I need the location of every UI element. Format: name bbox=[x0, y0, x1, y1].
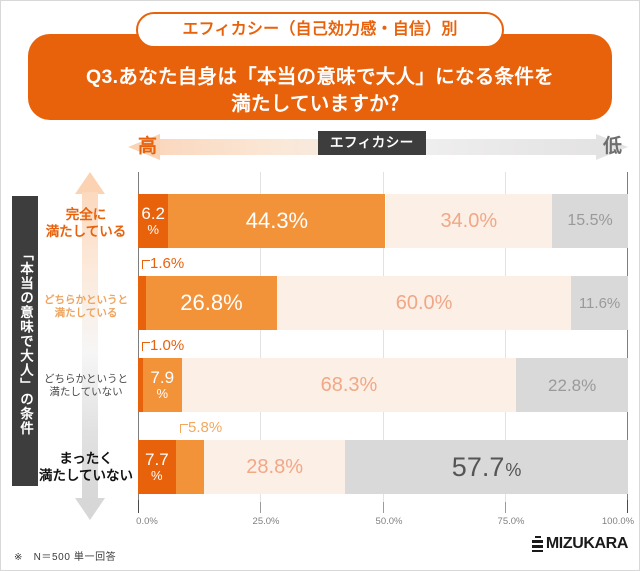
bar-value-1: 6.2 % bbox=[141, 204, 166, 238]
bar-segment-4[interactable]: 11.6% bbox=[571, 276, 628, 330]
gridline-100 bbox=[627, 172, 629, 510]
callout-row2: 1.6% bbox=[142, 255, 185, 272]
bar-value-3: 60.0% bbox=[395, 292, 453, 314]
bar-segment-4[interactable]: 15.5% bbox=[552, 194, 628, 248]
bar-value-2: 44.3% bbox=[245, 208, 309, 233]
table-row[interactable]: 26.8% 60.0% 11.6% bbox=[138, 276, 628, 330]
callout-row2-label: 1.6% bbox=[150, 255, 185, 272]
legend-gradient-strip: 高 低 エフィカシー bbox=[128, 130, 628, 164]
legend-low-label: 低 bbox=[602, 136, 622, 157]
table-row[interactable]: 6.2 % 44.3% 34.0% 15.5% bbox=[138, 194, 628, 248]
bar-value-4: 15.5% bbox=[567, 212, 613, 229]
table-row[interactable]: 7.9 % 68.3% 22.8% bbox=[138, 358, 628, 412]
xaxis-label-50: 50.0% bbox=[375, 516, 403, 527]
bar-segment-1[interactable] bbox=[138, 358, 143, 412]
bar-value-3: 34.0% bbox=[440, 210, 498, 232]
gridline-50 bbox=[383, 172, 384, 510]
header-subtitle-label: エフィカシー（自己効力感・自信）別 bbox=[182, 21, 458, 38]
callout-leader-icon bbox=[142, 260, 150, 269]
bar-value-4: 22.8% bbox=[548, 375, 597, 395]
gridline-75 bbox=[505, 172, 506, 510]
bar-value-2: 7.9 % bbox=[150, 368, 175, 402]
bar-segment-2[interactable]: 7.9 % bbox=[142, 358, 182, 412]
xtick-0 bbox=[138, 500, 140, 513]
legend-arrow-left-icon bbox=[128, 134, 160, 160]
row-label-somewhat-satisfied: どちらかというと 満たしている bbox=[44, 294, 128, 320]
xtick-25 bbox=[260, 502, 261, 513]
row-label-fully-satisfied: 完全に 満たしている bbox=[45, 207, 127, 240]
callout-row4: 5.8% bbox=[180, 419, 223, 436]
xtick-75 bbox=[505, 502, 506, 513]
bar-segment-1[interactable]: 7.7 % bbox=[138, 440, 176, 494]
header-subtitle-pill: エフィカシー（自己効力感・自信）別 bbox=[136, 12, 504, 48]
callout-row3-label: 1.0% bbox=[150, 337, 185, 354]
row-label-not-satisfied: まったく 満たしていない bbox=[38, 451, 134, 484]
bar-segment-2[interactable]: 26.8% bbox=[145, 276, 278, 330]
bar-segment-2[interactable] bbox=[175, 440, 205, 494]
bar-segment-3[interactable]: 34.0% bbox=[385, 194, 553, 248]
bar-segment-1[interactable] bbox=[138, 276, 146, 330]
xaxis-label-25: 25.0% bbox=[252, 516, 280, 527]
bar-segment-4[interactable]: 57.7 % bbox=[345, 440, 628, 494]
arrow-up-icon bbox=[75, 172, 105, 194]
bar-value-1: 7.7 % bbox=[145, 450, 169, 484]
bar-segment-3[interactable]: 60.0% bbox=[277, 276, 572, 330]
gridline-25 bbox=[260, 172, 261, 510]
plot-area: 6.2 % 44.3% 34.0% 15.5% 1.6% 26.8% bbox=[138, 172, 629, 510]
vertical-gradient-shaft bbox=[82, 192, 98, 500]
legend-high-label: 高 bbox=[138, 136, 158, 157]
brand-logo: MIZUKARA bbox=[531, 535, 629, 552]
xaxis-label-0: 0.0% bbox=[136, 516, 158, 527]
legend-arrow-right-icon bbox=[596, 134, 628, 160]
header-band: Q3.あなた自身は「本当の意味で大人」になる条件を 満たしていますか？ bbox=[28, 34, 612, 120]
arrow-down-icon bbox=[75, 498, 105, 520]
callout-leader-icon bbox=[142, 342, 150, 351]
vertical-axis-title: 「本当の意味で大人」の条件 bbox=[12, 196, 38, 486]
callout-row3: 1.0% bbox=[142, 337, 185, 354]
bar-value-3: 68.3% bbox=[320, 374, 378, 396]
header: Q3.あなた自身は「本当の意味で大人」になる条件を 満たしていますか？ エフィカ… bbox=[28, 12, 612, 120]
footnote-sample-size: ※ N＝500 単一回答 bbox=[14, 552, 117, 563]
bar-segment-2[interactable]: 44.3% bbox=[168, 194, 386, 248]
brand-logo-text: MIZUKARA bbox=[545, 535, 629, 552]
xtick-100 bbox=[627, 500, 629, 513]
page-title: Q3.あなた自身は「本当の意味で大人」になる条件を 満たしていますか？ bbox=[86, 66, 554, 115]
bar-segment-3[interactable]: 28.8% bbox=[204, 440, 346, 494]
vertical-gradient-arrow bbox=[75, 172, 105, 520]
xtick-50 bbox=[383, 502, 384, 513]
bar-value-4: 11.6% bbox=[578, 294, 621, 312]
bar-segment-4[interactable]: 22.8% bbox=[516, 358, 628, 412]
callout-leader-icon bbox=[180, 424, 188, 433]
xaxis-label-100: 100.0% bbox=[601, 516, 635, 527]
bar-segment-1[interactable]: 6.2 % bbox=[138, 194, 169, 248]
bar-value-2: 26.8% bbox=[180, 290, 243, 315]
bar-value-3: 28.8% bbox=[246, 456, 303, 478]
row-label-somewhat-not-satisfied: どちらかというと 満たしていない bbox=[44, 373, 128, 399]
xaxis-label-75: 75.0% bbox=[497, 516, 525, 527]
callout-row4-label: 5.8% bbox=[188, 419, 223, 436]
bar-segment-3[interactable]: 68.3% bbox=[181, 358, 517, 412]
table-row[interactable]: 7.7 % 28.8% 57.7 % bbox=[138, 440, 628, 494]
gridline-0 bbox=[138, 172, 140, 510]
legend-chip-label: エフィカシー bbox=[318, 131, 426, 155]
mizukara-mark-icon bbox=[531, 536, 543, 552]
bar-value-4: 57.7 % bbox=[451, 451, 522, 482]
